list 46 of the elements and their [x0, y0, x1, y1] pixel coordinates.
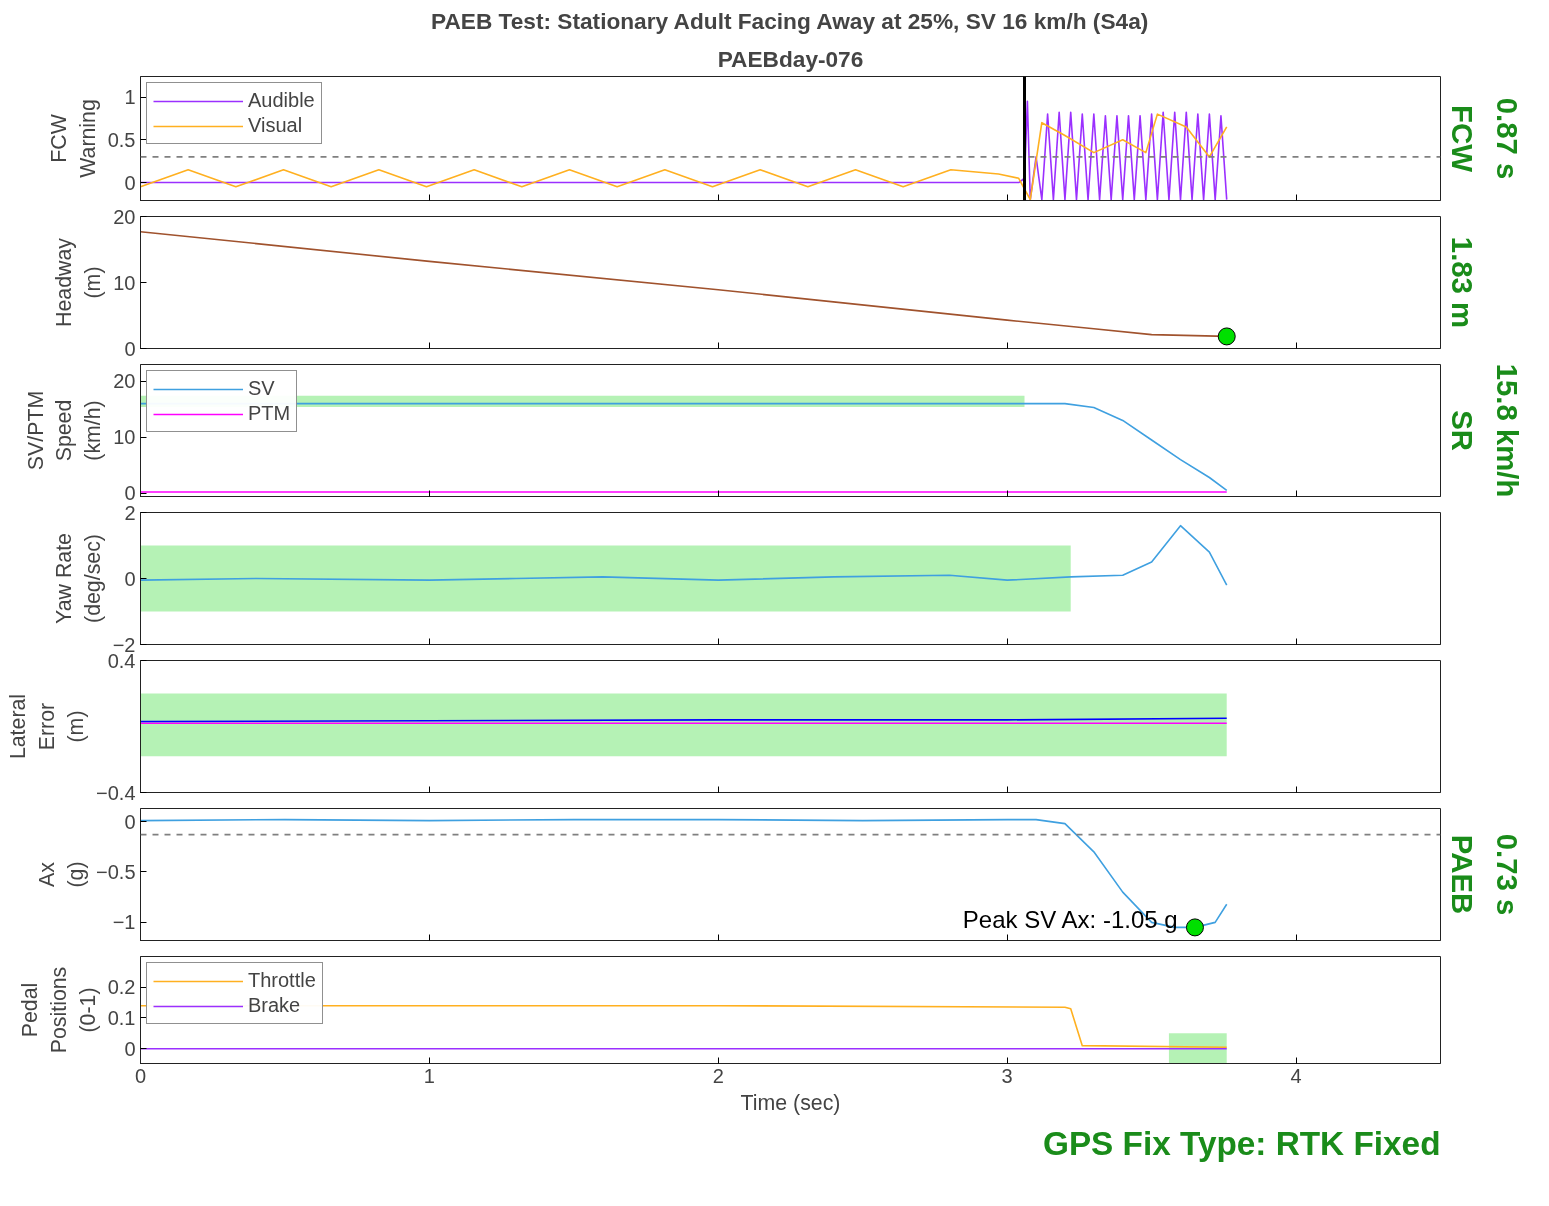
chart-title: PAEB Test: Stationary Adult Facing Away at 25%, SV 16 km/h (S4a) — [431, 7, 1149, 34]
y-axis-title: Headway (m) — [52, 237, 106, 327]
y-axis-title: Yaw Rate (deg/sec) — [51, 533, 105, 624]
y-axis-title: SV/PTM Speed (km/h) — [23, 390, 106, 471]
x-tick-label: 3 — [1001, 1064, 1013, 1087]
y-tick-label: 10 — [113, 271, 136, 294]
y-tick-label: −0.5 — [96, 860, 136, 883]
line-series — [140, 524, 1228, 586]
y-tick-label: 10 — [113, 426, 136, 449]
legend-label: PTM — [248, 402, 291, 425]
x-tick-label: 2 — [712, 1064, 724, 1087]
y-tick-label: 0 — [124, 810, 136, 833]
text: 0.87 s — [1490, 97, 1524, 180]
y-tick-label: 20 — [113, 370, 136, 393]
text: 0.73 s — [1490, 833, 1524, 916]
y-tick-label: 0.5 — [107, 128, 136, 151]
y-tick-label: 0 — [124, 171, 136, 194]
y-tick-label: 1 — [124, 86, 136, 109]
text: SR — [1445, 410, 1479, 451]
text: 15.8 km/h — [1490, 363, 1524, 498]
x-tick-label: 4 — [1290, 1064, 1302, 1087]
annotation: Peak SV Ax: -1.05 g — [962, 905, 1178, 933]
y-axis-title: FCW Warning — [46, 99, 100, 178]
y-tick-label: 20 — [113, 205, 136, 228]
legend-label: Brake — [248, 994, 301, 1017]
y-tick-label: 0 — [124, 567, 136, 590]
text: 1.83 m — [1445, 236, 1479, 329]
y-axis-title: Ax (g) — [35, 861, 89, 888]
legend-label: SV — [248, 377, 275, 400]
y-tick-label: −0.4 — [96, 781, 136, 804]
y-tick-label: 0 — [124, 1037, 136, 1060]
text: PAEB — [1445, 834, 1479, 915]
y-axis-title: Lateral Error (m) — [6, 693, 89, 760]
x-axis-title: Time (sec) — [740, 1090, 841, 1115]
legend-label: Audible — [248, 89, 315, 112]
x-tick-label: 1 — [423, 1064, 435, 1087]
y-tick-label: −1 — [112, 911, 136, 934]
y-tick-label: 0.2 — [107, 976, 136, 999]
text: GPS Fix Type: RTK Fixed — [1042, 1124, 1441, 1162]
chart-subtitle: PAEBday-076 — [717, 45, 864, 72]
legend-label: Visual — [248, 114, 303, 137]
y-axis-title: Pedal Positions (0-1) — [18, 966, 100, 1054]
text: FCW — [1445, 105, 1479, 173]
y-tick-label: 0 — [124, 337, 136, 360]
legend-label: Throttle — [248, 969, 316, 992]
y-tick-label: 0.1 — [107, 1006, 136, 1029]
